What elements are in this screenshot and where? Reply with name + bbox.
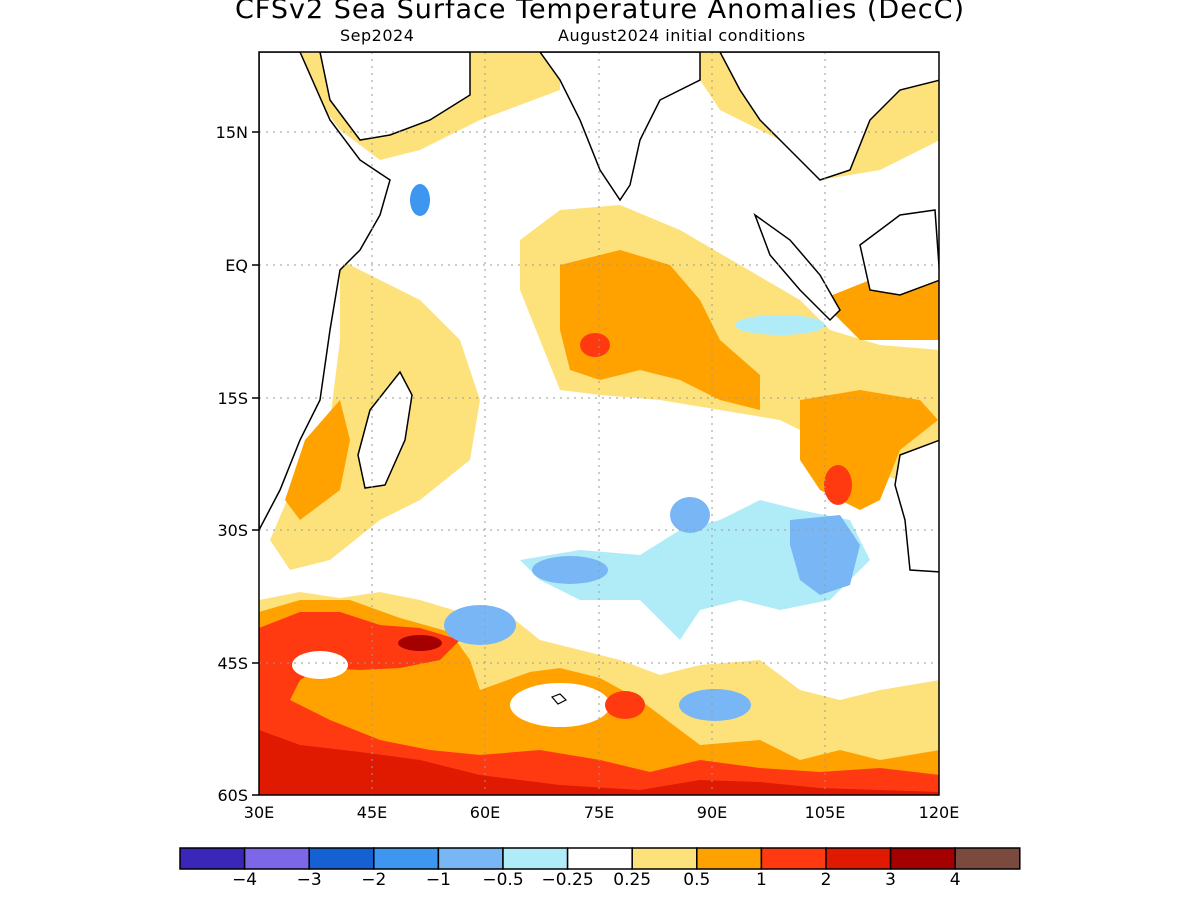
west-orange-coast <box>285 400 350 520</box>
se-warm <box>820 280 939 340</box>
cool-band-south <box>520 500 870 640</box>
colorbar-swatch <box>760 847 827 870</box>
colorbar-label: −0.25 <box>541 870 594 890</box>
colorbar-label: 0.25 <box>613 870 652 890</box>
sumatra-island <box>753 212 841 322</box>
colorbar-swatch <box>566 847 633 870</box>
colorbar-swatch <box>308 847 375 870</box>
cool-core-central <box>670 497 710 533</box>
colorbar-label: −2 <box>361 870 387 890</box>
lon-label-45e: 45E <box>356 803 388 822</box>
colorbar-label: −3 <box>296 870 322 890</box>
cool-core-south <box>444 605 516 645</box>
lon-label-30e: 30E <box>243 803 275 822</box>
colorbar-swatch <box>696 847 763 870</box>
lat-label-eq: EQ <box>225 256 248 275</box>
australia-landmass <box>894 439 939 573</box>
colorbar-swatch <box>954 847 1021 870</box>
cool-core-south2 <box>679 689 751 721</box>
arabia-landmass <box>319 52 471 141</box>
cool-core-west <box>532 556 608 584</box>
lon-label-120e: 120E <box>918 803 960 822</box>
colorbar-label: −0.5 <box>482 870 524 890</box>
axis-ticks <box>252 131 259 796</box>
lon-label-90e: 90E <box>696 803 728 822</box>
southern-darkred-band <box>259 730 939 795</box>
graticule <box>259 52 939 795</box>
colorbar-label: 0.5 <box>683 870 711 890</box>
southern-red-band <box>259 612 939 795</box>
colorbar-label: 1 <box>755 870 767 890</box>
cool-spot-bob <box>735 315 825 335</box>
lon-label-75e: 75E <box>583 803 615 822</box>
colorbar-swatch <box>825 847 892 870</box>
colorbar-swatch <box>437 847 504 870</box>
colorbar-label: −4 <box>232 870 258 890</box>
lat-label-15s: 15S <box>217 389 248 408</box>
lon-label-60e: 60E <box>469 803 501 822</box>
india-landmass <box>539 52 701 202</box>
colorbar-label: 2 <box>820 870 832 890</box>
cool-core-east <box>790 515 860 595</box>
lat-label-60s: 60S <box>217 786 248 805</box>
colorbar-swatch <box>243 847 310 870</box>
borneo-island <box>859 209 939 296</box>
colorbar-label: 3 <box>885 870 897 890</box>
lat-label-45s: 45S <box>217 654 248 673</box>
colorbar-swatch <box>179 847 246 870</box>
central-red-spot <box>580 333 610 357</box>
cool-spot-north <box>410 184 430 216</box>
initial-conditions-label: August2024 initial conditions <box>558 26 806 45</box>
colorbar-swatch <box>502 847 569 870</box>
colorbar-swatch <box>889 847 956 870</box>
africa-landmass <box>259 52 391 531</box>
map-title: CFSv2 Sea Surface Temperature Anomalies … <box>234 0 966 25</box>
anomaly-field <box>259 52 939 795</box>
map-frame <box>258 51 940 796</box>
lon-label-105e: 105E <box>804 803 846 822</box>
colorbar-swatch <box>373 847 440 870</box>
colorbar-label: 4 <box>949 870 961 890</box>
seasia-landmass <box>719 52 939 181</box>
lat-label-15n: 15N <box>215 123 248 142</box>
east-red-spot <box>824 465 852 505</box>
kerguelen-island <box>550 693 568 705</box>
forecast-month: Sep2024 <box>340 26 415 45</box>
warm-pocket-white <box>292 651 348 679</box>
white-pocket-south <box>510 683 610 727</box>
colorbar-label: −1 <box>425 870 451 890</box>
colorbar-swatch <box>631 847 698 870</box>
lat-label-30s: 30S <box>217 521 248 540</box>
central-orange-core <box>560 250 760 410</box>
red-pocket-south <box>605 691 645 719</box>
hotspot-45s <box>398 635 442 651</box>
colorbar <box>179 847 1021 870</box>
